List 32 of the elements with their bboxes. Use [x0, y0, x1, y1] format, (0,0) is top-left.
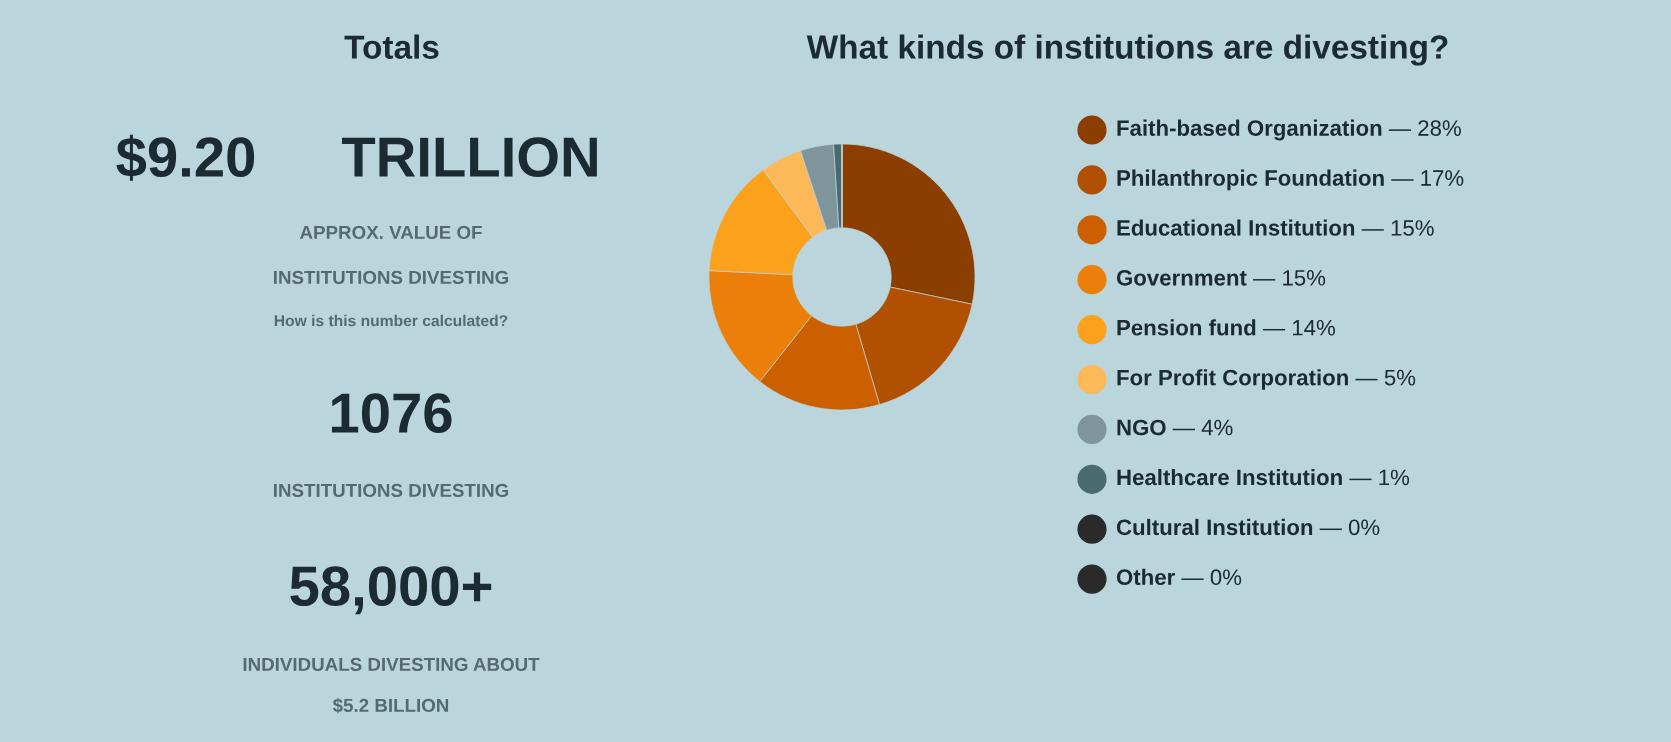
legend-label: Healthcare Institution	[1117, 468, 1342, 486]
legend-label: Pension fund	[1117, 319, 1256, 336]
text: TRILLION	[341, 137, 597, 178]
text: 1076	[331, 393, 452, 434]
data-label: — 15%	[1361, 220, 1434, 236]
data-label: — 1%	[1349, 469, 1410, 486]
text: $9.20	[116, 134, 255, 181]
legend-label: For Profit Corporation	[1117, 369, 1348, 390]
text: INDIVIDUALS DIVESTING ABOUT	[243, 657, 540, 672]
text: — 0%	[1181, 569, 1242, 586]
legend-label: Other	[1116, 568, 1175, 586]
data-label: — 15%	[1253, 270, 1326, 286]
data-label: — 28%	[1388, 120, 1461, 136]
text: 58,000+	[290, 566, 492, 615]
chart-title: What kinds of institutions are divesting?	[806, 34, 1448, 66]
data-label: — 4%	[1172, 419, 1233, 436]
text: — 0%	[1319, 519, 1380, 536]
data-label: — 5%	[1355, 369, 1416, 386]
legend-label: Cultural Institution	[1116, 518, 1313, 536]
text: APPROX. VALUE OF	[299, 225, 482, 240]
text: How is this number calculated?	[274, 314, 508, 327]
text: INSTITUTIONS DIVESTING	[274, 483, 509, 498]
legend-label: Educational Institution	[1117, 219, 1355, 236]
data-label: — 14%	[1262, 319, 1335, 336]
data-label: — 17%	[1391, 170, 1464, 186]
legend-label: NGO	[1117, 419, 1166, 436]
text: $5.2 BILLION	[332, 697, 449, 714]
text: INSTITUTIONS DIVESTING	[274, 270, 509, 285]
legend-label: Government	[1116, 269, 1247, 286]
legend-label: Philanthropic Foundation	[1117, 169, 1384, 191]
text: Totals	[344, 34, 439, 59]
legend-label: Faith-based Organization	[1117, 119, 1382, 141]
